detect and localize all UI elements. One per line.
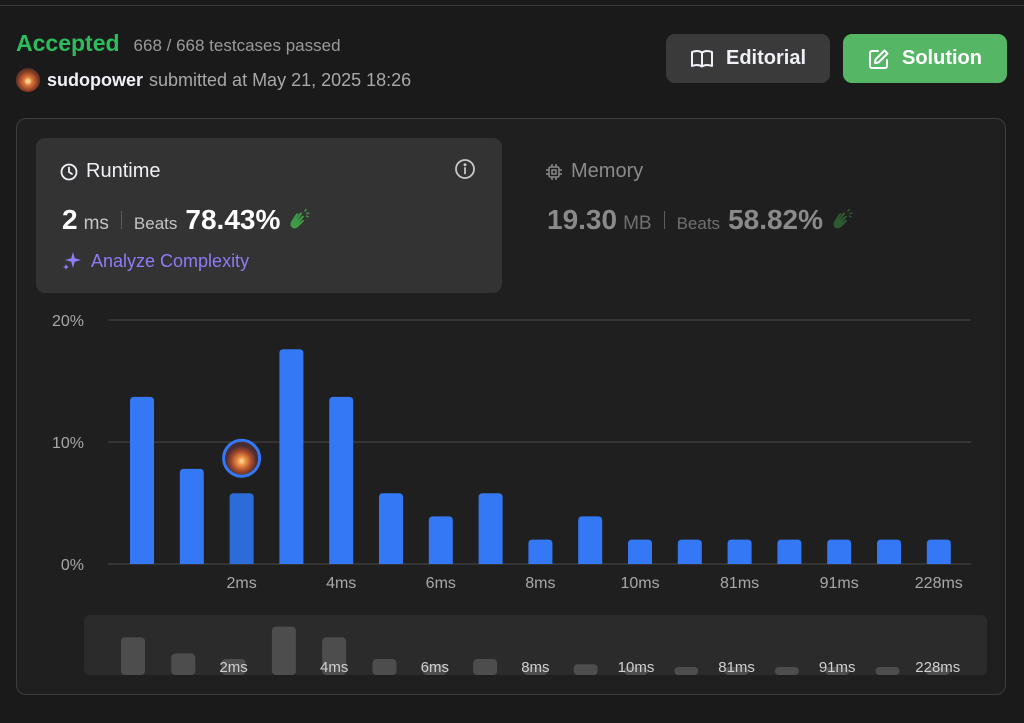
y-tick-label: 20% — [52, 313, 84, 330]
submitted-timestamp: submitted at May 21, 2025 18:26 — [149, 69, 412, 90]
memory-title[interactable]: Memory — [545, 160, 643, 183]
mini-bar — [271, 626, 296, 675]
mini-x-label: 6ms — [421, 659, 449, 676]
y-tick-label: 10% — [52, 435, 84, 452]
x-tick-label: 2ms — [226, 575, 256, 592]
mini-x-label: 81ms — [718, 659, 755, 676]
mini-bar — [674, 667, 699, 675]
runtime-distribution-chart: 20% 10% 0% 2ms 4ms 6ms 8ms 10ms 81ms 91ms 228ms — [52, 313, 971, 592]
editorial-label: Editorial — [725, 47, 806, 69]
mini-bar — [372, 659, 397, 675]
editorial-button[interactable]: Editorial — [666, 34, 830, 83]
chart-bar[interactable] — [179, 468, 204, 564]
book-icon — [690, 49, 713, 67]
chart-bar[interactable] — [578, 516, 603, 564]
chart-bar[interactable] — [777, 539, 802, 564]
accepted-status: Accepted — [16, 30, 120, 56]
x-tick-label: 8ms — [525, 575, 555, 592]
mini-bar — [573, 664, 598, 675]
mini-bar — [925, 667, 950, 675]
chart-bar[interactable] — [528, 539, 553, 564]
status-row: Accepted 668 / 668 testcases passed — [16, 30, 341, 60]
metric-separator — [663, 211, 665, 229]
avatar[interactable] — [16, 68, 40, 92]
mini-x-label: 228ms — [915, 659, 960, 676]
chart-bar[interactable] — [926, 539, 951, 564]
mini-bar — [322, 637, 347, 675]
metric-separator — [120, 211, 122, 229]
memory-unit: MB — [623, 213, 652, 234]
x-tick-label: 6ms — [426, 575, 456, 592]
mini-bar — [422, 664, 447, 675]
chip-icon — [546, 163, 562, 180]
memory-metric: 19.30 MB Beats 58.82% — [547, 204, 853, 236]
mini-x-label: 10ms — [618, 659, 655, 676]
chart-bar[interactable] — [877, 539, 901, 564]
x-tick-label: 81ms — [720, 575, 759, 592]
runtime-title: Runtime — [60, 160, 160, 183]
chart-bar[interactable] — [229, 493, 254, 564]
user-avatar-marker[interactable] — [222, 438, 262, 478]
edit-icon — [869, 49, 889, 69]
clock-icon — [60, 163, 78, 180]
mini-bar — [221, 659, 246, 675]
mini-bar — [171, 653, 196, 675]
mini-bar — [121, 637, 145, 675]
chart-bar[interactable] — [628, 539, 652, 564]
runtime-unit: ms — [83, 213, 109, 234]
chart-bar[interactable] — [428, 516, 453, 564]
mini-x-label: 8ms — [521, 659, 549, 676]
mini-bar — [825, 667, 850, 675]
y-tick-label: 0% — [61, 557, 84, 574]
chart-bar[interactable] — [279, 349, 304, 564]
x-tick-label: 10ms — [620, 575, 659, 592]
runtime-beats-value: 78.43% — [185, 204, 281, 235]
memory-label: Memory — [571, 160, 644, 182]
chart-bar[interactable] — [827, 539, 852, 564]
chart-bar[interactable] — [329, 396, 354, 564]
username[interactable]: sudopower — [47, 69, 144, 90]
chart-bar[interactable] — [478, 493, 503, 564]
runtime-value: 2 — [62, 204, 78, 235]
chart-bar[interactable] — [677, 539, 702, 564]
submission-info: sudopower submitted at May 21, 2025 18:2… — [16, 67, 411, 93]
chart-bar[interactable] — [130, 396, 154, 564]
clap-icon — [290, 208, 310, 229]
mini-x-label: 91ms — [819, 659, 856, 676]
range-selector-track[interactable] — [84, 615, 987, 675]
memory-beats-label: Beats — [676, 214, 721, 233]
top-divider — [0, 5, 1024, 6]
solution-button[interactable]: Solution — [843, 34, 1007, 83]
mini-x-label: 2ms — [219, 659, 247, 676]
x-tick-label: 91ms — [820, 575, 859, 592]
x-tick-label: 228ms — [915, 575, 963, 592]
memory-value: 19.30 — [547, 204, 618, 235]
runtime-metric: 2 ms Beats 78.43% — [62, 204, 310, 236]
solution-label: Solution — [902, 47, 982, 69]
chart-bar[interactable] — [379, 493, 403, 564]
info-icon[interactable] — [454, 158, 476, 180]
mini-bar — [473, 659, 498, 675]
mini-bar — [774, 667, 799, 675]
x-tick-label: 4ms — [326, 575, 356, 592]
runtime-beats-label: Beats — [133, 214, 178, 233]
sparkle-icon — [63, 252, 81, 270]
runtime-card[interactable] — [36, 138, 502, 293]
mini-bar — [875, 667, 900, 675]
mini-bar — [724, 667, 749, 675]
analyze-complexity-link[interactable]: Analyze Complexity — [61, 250, 249, 272]
chart-bar[interactable] — [727, 539, 752, 564]
range-selector[interactable]: 2ms 4ms 6ms 8ms 10ms 81ms 91ms 228ms — [0, 600, 1024, 680]
mini-x-label: 4ms — [320, 659, 348, 676]
analyze-complexity-label: Analyze Complexity — [91, 250, 250, 271]
clap-icon — [833, 208, 853, 229]
testcases-summary: 668 / 668 testcases passed — [133, 36, 341, 55]
memory-beats-value: 58.82% — [728, 204, 824, 235]
runtime-label: Runtime — [86, 160, 161, 182]
mini-bar — [523, 667, 548, 675]
mini-bar — [624, 667, 648, 675]
